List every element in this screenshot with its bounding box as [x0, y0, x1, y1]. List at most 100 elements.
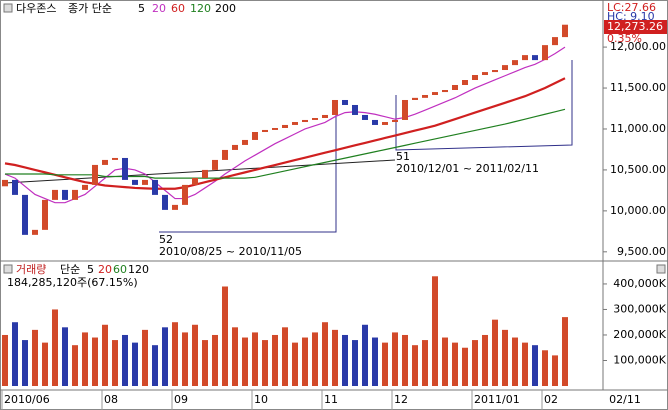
candle	[472, 75, 478, 81]
volume-bar	[362, 324, 368, 386]
volume-bar	[392, 332, 398, 386]
trend-box	[395, 60, 573, 151]
volume-bar	[502, 329, 508, 386]
volume-bar	[302, 337, 308, 386]
candle	[562, 24, 568, 38]
candle	[62, 189, 68, 200]
volume-bar	[402, 334, 408, 386]
volume-bar	[132, 342, 138, 386]
candle	[122, 157, 128, 180]
candle	[172, 204, 178, 210]
info-label: HC: 9.10	[607, 10, 655, 23]
candle	[42, 199, 48, 230]
chart-title: 다우존스	[16, 2, 56, 15]
candle	[142, 179, 148, 185]
volume-bar	[512, 337, 518, 386]
volume-bar	[242, 337, 248, 386]
y-tick-label: 11,000.00	[610, 122, 666, 135]
volume-bar	[442, 337, 448, 386]
candle	[212, 159, 218, 170]
candle	[452, 85, 458, 90]
volume-bar	[52, 309, 58, 386]
candle	[192, 177, 198, 185]
volume-bar	[522, 342, 528, 386]
panel-icon	[3, 3, 13, 13]
candle	[92, 164, 98, 185]
candle	[362, 114, 368, 120]
volume-bar	[272, 334, 278, 386]
panel-icon	[3, 264, 13, 274]
volume-bar	[252, 332, 258, 386]
y-tick-label: 400,000K	[613, 277, 666, 290]
legend-entry: 20	[98, 263, 112, 276]
end-date-label: 02/11	[609, 393, 641, 406]
moving-average	[4, 77, 566, 190]
volume-bar	[202, 340, 208, 386]
volume-bar	[472, 340, 478, 386]
candle	[152, 179, 158, 195]
volume-bar	[322, 322, 328, 386]
candle	[282, 124, 288, 128]
candle	[532, 55, 538, 61]
candle	[432, 92, 438, 95]
panel-icon	[656, 264, 666, 274]
volume-subtitle: 184,285,120주(67.15%)	[7, 276, 138, 289]
legend-entry: 60	[113, 263, 127, 276]
x-tick-label: 12	[394, 393, 408, 406]
candle	[442, 89, 448, 93]
volume-bar	[312, 332, 318, 386]
volume-bar	[152, 345, 158, 386]
candle	[322, 114, 328, 119]
volume-bar	[12, 322, 18, 386]
candle	[542, 45, 548, 61]
candle	[502, 65, 508, 71]
volume-bar	[492, 319, 498, 386]
candle	[112, 157, 118, 160]
x-tick-label: 02	[544, 393, 558, 406]
volume-bar	[112, 340, 118, 386]
candle	[522, 55, 528, 61]
volume-bar	[92, 337, 98, 386]
candle	[222, 149, 228, 160]
annotation: 51	[396, 150, 410, 163]
volume-bar	[532, 345, 538, 386]
annotation: 52	[159, 233, 173, 246]
annotation: 2010/12/01 ~ 2011/02/11	[396, 162, 539, 175]
candle	[252, 132, 258, 140]
candle	[342, 99, 348, 105]
trend-box	[159, 100, 337, 233]
candle	[2, 179, 8, 187]
x-tick-label: 10	[254, 393, 268, 406]
candle	[372, 119, 378, 125]
volume-bar	[562, 317, 568, 386]
volume-bar	[482, 334, 488, 386]
candle	[162, 194, 168, 210]
candle	[202, 169, 208, 178]
y-tick-label: 12,000.00	[610, 40, 666, 53]
volume-bar	[32, 329, 38, 386]
volume-bar	[62, 327, 68, 386]
legend-entry: 20	[152, 2, 166, 15]
volume-bar	[212, 334, 218, 386]
volume-bar	[82, 332, 88, 386]
candle	[312, 118, 318, 120]
legend-entry: 200	[215, 2, 236, 15]
volume-bar	[452, 342, 458, 386]
volume-bar	[282, 327, 288, 386]
volume-bar	[22, 340, 28, 386]
y-tick-label: 200,000K	[613, 328, 666, 341]
candle	[552, 37, 558, 46]
candle	[302, 119, 308, 123]
volume-bar	[122, 334, 128, 386]
candle	[492, 70, 498, 73]
volume-bar	[222, 286, 228, 386]
x-tick-label: 2010/06	[4, 393, 50, 406]
candle	[22, 194, 28, 235]
volume-bar	[2, 334, 8, 386]
volume-bar	[72, 345, 78, 386]
ma-label: 단순	[60, 263, 80, 276]
legend-entry: 5	[138, 2, 145, 15]
volume-bar	[552, 355, 558, 386]
y-tick-label: 10,500.00	[610, 163, 666, 176]
